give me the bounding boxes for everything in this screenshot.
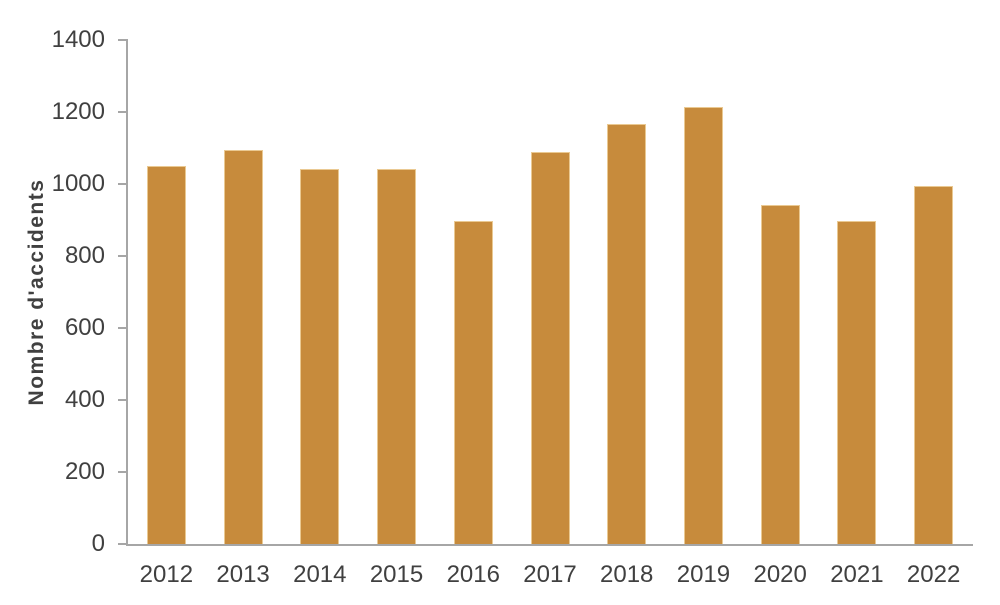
y-tick-mark [118,183,128,185]
y-tick-label: 1400 [51,26,105,53]
bar [760,205,800,544]
y-tick-mark [118,543,128,545]
y-tick-label: 400 [64,386,105,413]
y-tick-label: 200 [64,458,105,485]
x-tick-label: 2013 [216,561,270,588]
x-tick-label: 2022 [906,561,961,588]
y-tick-mark [118,39,128,41]
x-tick-label: 2020 [753,561,807,588]
y-axis-line [126,40,128,546]
y-tick-mark [118,471,128,473]
x-axis-line [126,544,973,546]
x-tick-label: 2019 [676,561,731,588]
y-tick-mark [118,255,128,257]
bar [914,185,954,544]
y-tick-mark [118,111,128,113]
bar [146,166,186,544]
y-tick-label: 800 [64,242,105,269]
x-tick-label: 2014 [293,561,347,588]
y-tick-mark [118,399,128,401]
bar [300,168,340,544]
y-axis-title: Nombre d'accidents [25,178,48,406]
x-tick-label: 2017 [523,561,577,588]
y-tick-label: 600 [64,314,105,341]
x-tick-label: 2015 [369,561,424,588]
x-tick-label: 2018 [600,561,654,588]
y-tick-label: 1200 [51,98,105,125]
y-tick-label: 1000 [51,170,105,197]
bar [453,221,493,544]
bar [837,220,877,544]
y-tick-label: 0 [91,530,105,557]
x-tick-label: 2021 [830,561,884,588]
x-tick-label: 2016 [446,561,500,588]
bar [683,106,723,544]
bar [530,151,570,544]
bar [223,149,263,544]
bar [607,123,647,544]
y-tick-mark [118,327,128,329]
x-tick-label: 2012 [139,561,194,588]
bar [377,168,417,544]
